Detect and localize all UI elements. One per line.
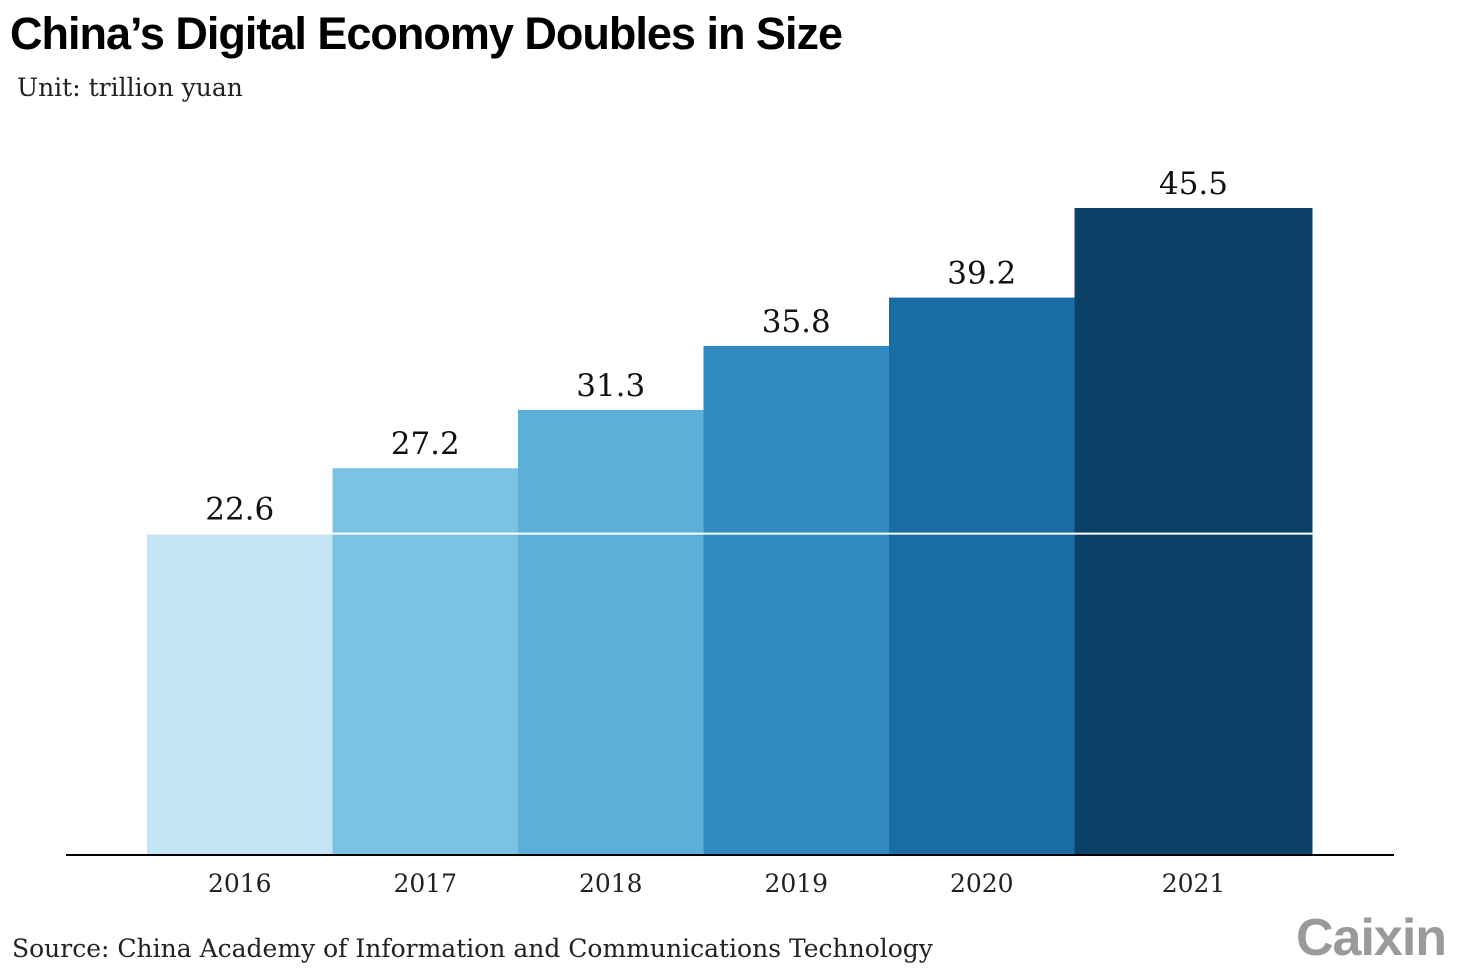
data-label-2020: 39.2 — [947, 256, 1016, 292]
x-tick-label-2016: 2016 — [208, 869, 272, 898]
chart-unit-subtitle: Unit: trillion yuan — [17, 73, 243, 102]
source-note: Source: China Academy of Information and… — [12, 934, 933, 963]
data-label-2018: 31.3 — [576, 368, 645, 404]
data-label-2019: 35.8 — [762, 304, 831, 340]
bar-2021 — [1074, 208, 1313, 855]
x-tick-label-2017: 2017 — [393, 869, 457, 898]
caixin-logo: Caixin — [1296, 909, 1447, 967]
x-tick-label-2020: 2020 — [950, 869, 1014, 898]
data-label-2016: 22.6 — [205, 492, 274, 528]
bar-2017 — [332, 468, 519, 855]
bar-2020 — [889, 297, 1075, 856]
bar-2016 — [147, 533, 333, 855]
x-tick-label-2018: 2018 — [579, 869, 643, 898]
chart-title: China’s Digital Economy Doubles in Size — [10, 8, 843, 59]
bar-2019 — [703, 345, 890, 855]
x-tick-label-2021: 2021 — [1162, 869, 1226, 898]
bar-2018 — [518, 409, 704, 855]
x-tick-label-2019: 2019 — [764, 869, 828, 898]
data-label-2021: 45.5 — [1159, 166, 1228, 202]
data-label-2017: 27.2 — [391, 426, 460, 462]
